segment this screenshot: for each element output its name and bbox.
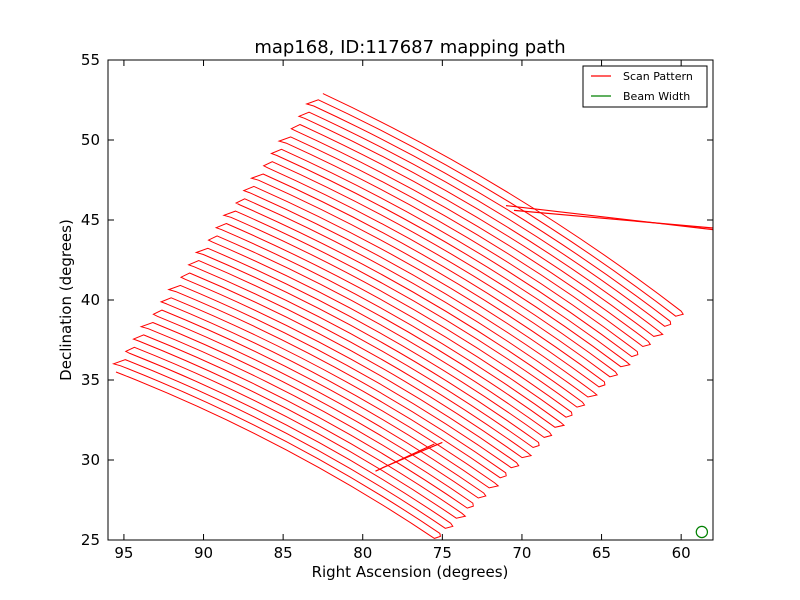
y-tick-label: 55 xyxy=(81,51,100,69)
legend: Scan Pattern Beam Width xyxy=(582,65,708,108)
scan-pattern-path xyxy=(111,93,685,539)
x-tick-label: 70 xyxy=(512,544,531,562)
y-axis-ticks: 25 30 35 40 45 50 55 xyxy=(81,51,713,549)
legend-label-scan: Scan Pattern xyxy=(623,70,693,83)
scan-segment-3 xyxy=(375,443,435,472)
y-tick-label: 30 xyxy=(81,451,100,469)
x-axis-label: Right Ascension (degrees) xyxy=(312,563,509,581)
x-tick-label: 85 xyxy=(274,544,293,562)
x-axis-ticks: 95 90 85 80 75 70 65 60 xyxy=(114,60,691,562)
chart-title: map168, ID:117687 mapping path xyxy=(254,37,565,58)
x-tick-label: 60 xyxy=(672,544,691,562)
y-axis-label: Declination (degrees) xyxy=(57,219,75,381)
x-tick-label: 95 xyxy=(114,544,133,562)
x-tick-label: 75 xyxy=(433,544,452,562)
legend-box xyxy=(582,65,708,108)
scan-pattern xyxy=(111,93,713,539)
y-tick-label: 35 xyxy=(81,371,100,389)
x-tick-label: 65 xyxy=(592,544,611,562)
beam-width xyxy=(695,525,709,539)
y-tick-label: 40 xyxy=(81,291,100,309)
scan-segment-1 xyxy=(513,209,713,229)
y-tick-label: 45 xyxy=(81,211,100,229)
beam-circle xyxy=(695,525,709,539)
x-tick-label: 80 xyxy=(353,544,372,562)
scan-segment-0 xyxy=(505,205,713,231)
y-tick-label: 25 xyxy=(81,531,100,549)
x-tick-label: 90 xyxy=(194,544,213,562)
legend-label-beam: Beam Width xyxy=(623,90,690,103)
y-tick-label: 50 xyxy=(81,131,100,149)
